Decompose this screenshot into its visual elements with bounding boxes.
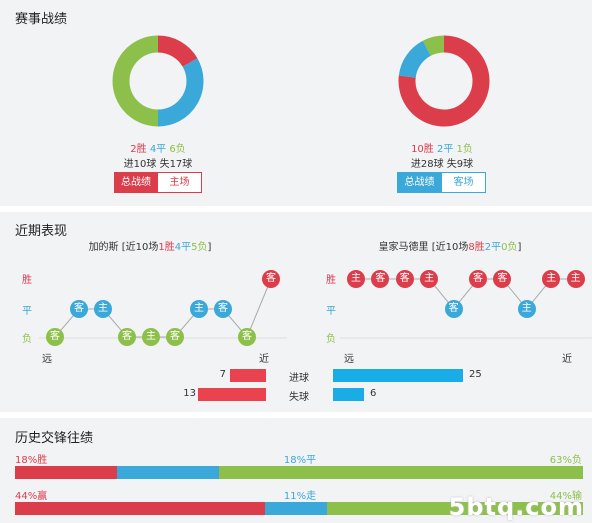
away-form-line <box>356 278 576 310</box>
away-draws: 2平 <box>436 144 454 155</box>
home-match-node[interactable]: 客 <box>118 328 136 346</box>
history-handicap-win-pct: 44%赢 <box>15 491 48 502</box>
away-recent-suffix: ] <box>517 242 522 253</box>
home-recent-draws: 4平 <box>174 242 192 253</box>
away-tab-away[interactable]: 客场 <box>441 172 486 193</box>
home-tab-overall[interactable]: 总战绩 <box>114 172 158 193</box>
history-panel: 历史交锋往绩 18%胜 18%平 63%负 44%赢 11%走 44%输 <box>0 418 592 523</box>
home-match-node[interactable]: 客 <box>238 328 256 346</box>
away-team-name: 皇家马德里 <box>378 242 429 253</box>
away-axis-far: 远 <box>344 354 354 365</box>
home-conceded-value: 13 <box>183 388 196 399</box>
away-match-node[interactable]: 客 <box>444 300 463 318</box>
home-recent-prefix: [近10场 <box>121 242 159 253</box>
home-tab-home[interactable]: 主场 <box>157 172 202 193</box>
history-wdl-segment-win <box>15 466 117 479</box>
home-goals: 进10球 失17球 <box>123 159 193 170</box>
away-donut-chart <box>398 35 490 127</box>
history-wdl-segment-draw <box>117 466 219 479</box>
away-match-node[interactable]: 客 <box>395 270 414 288</box>
home-donut-chart <box>112 35 204 127</box>
away-axis-win: 胜 <box>326 275 336 286</box>
away-recent-header: 皇家马德里 [近10场8胜2平0负] <box>350 238 550 253</box>
away-recent-losses: 0负 <box>501 242 518 253</box>
home-axis-draw: 平 <box>22 306 32 317</box>
conceded-label: 失球 <box>289 392 309 403</box>
home-draws: 4平 <box>149 144 167 155</box>
home-donut-slice-0 <box>157 35 198 68</box>
recent-title: 近期表现 <box>15 224 68 239</box>
history-title: 历史交锋往绩 <box>15 431 94 446</box>
home-team-name: 加的斯 <box>88 242 119 253</box>
history-wdl-segment-loss <box>219 466 583 479</box>
home-match-node[interactable]: 客 <box>46 328 64 346</box>
home-form-line <box>54 278 272 338</box>
record-title: 赛事战绩 <box>15 12 68 27</box>
away-wdl: 10胜 2平 1负 <box>362 140 522 155</box>
home-match-node[interactable]: 客 <box>70 300 88 318</box>
away-axis-loss: 负 <box>326 334 336 345</box>
away-match-node[interactable]: 主 <box>517 300 536 318</box>
away-match-node[interactable]: 客 <box>371 270 390 288</box>
away-match-node[interactable]: 主 <box>420 270 439 288</box>
scored-label: 进球 <box>289 373 309 384</box>
away-conceded-value: 6 <box>370 388 377 399</box>
home-match-node[interactable]: 客 <box>214 300 232 318</box>
history-handicap-loss-pct: 44%输 <box>549 491 582 502</box>
away-match-node[interactable]: 主 <box>542 270 561 288</box>
away-donut-slice-0 <box>398 35 490 127</box>
home-match-node[interactable]: 客 <box>166 328 184 346</box>
away-axis-draw: 平 <box>326 306 336 317</box>
history-handicap-push-pct: 11%走 <box>283 491 317 502</box>
away-losses: 1负 <box>456 144 473 155</box>
away-donut-slice-2 <box>422 35 445 56</box>
history-handicap-segment-loss <box>327 502 583 515</box>
away-match-node[interactable]: 主 <box>566 270 585 288</box>
away-wins: 10胜 <box>411 144 434 155</box>
away-scored-bar <box>333 369 463 382</box>
home-match-node[interactable]: 主 <box>190 300 208 318</box>
home-conceded-bar <box>198 388 266 401</box>
home-wdl: 2胜 4平 6负 <box>78 140 238 155</box>
home-scored-bar <box>230 369 266 382</box>
home-recent-losses: 5负 <box>191 242 208 253</box>
away-conceded-bar <box>333 388 364 401</box>
home-match-node[interactable]: 主 <box>142 328 160 346</box>
away-recent-wins: 8胜 <box>468 242 485 253</box>
home-recent-wins: 1胜 <box>158 242 175 253</box>
recent-form-lines <box>39 278 592 339</box>
history-draw-pct: 18%平 <box>283 455 317 466</box>
history-win-pct: 18%胜 <box>15 455 48 466</box>
home-match-node[interactable]: 客 <box>262 270 280 288</box>
home-donut-slice-2 <box>112 35 159 127</box>
away-recent-prefix: [近10场 <box>431 242 469 253</box>
away-axis-near: 近 <box>562 354 572 365</box>
watermark-logo: 5btq.com <box>448 493 584 521</box>
recent-panel: 近期表现 加的斯 [近10场1胜4平5负] 皇家马德里 [近10场8胜2平0负]… <box>0 212 592 412</box>
away-scored-value: 25 <box>469 369 482 380</box>
home-axis-loss: 负 <box>22 334 32 345</box>
home-axis-far: 远 <box>42 354 52 365</box>
away-match-node[interactable]: 主 <box>347 270 365 288</box>
home-wins: 2胜 <box>130 144 147 155</box>
home-losses: 6负 <box>169 144 186 155</box>
history-handicap-segment-draw <box>265 502 327 515</box>
home-recent-suffix: ] <box>207 242 212 253</box>
history-loss-pct: 63%负 <box>549 455 582 466</box>
home-scored-value: 7 <box>219 369 226 380</box>
away-match-node[interactable]: 客 <box>469 270 487 288</box>
home-match-node[interactable]: 主 <box>94 300 112 318</box>
home-axis-win: 胜 <box>22 275 32 286</box>
away-tab-overall[interactable]: 总战绩 <box>397 172 442 193</box>
home-axis-near: 近 <box>259 354 269 365</box>
home-recent-header: 加的斯 [近10场1胜4平5负] <box>50 238 250 253</box>
record-panel: 赛事战绩 2胜 4平 6负 进10球 失17球 10胜 2平 1负 进28球 失… <box>0 0 592 206</box>
history-handicap-segment-win <box>15 502 265 515</box>
away-goals: 进28球 失9球 <box>410 159 474 170</box>
away-recent-draws: 2平 <box>484 242 502 253</box>
away-donut-slice-1 <box>398 40 432 79</box>
home-donut-slice-1 <box>157 58 204 127</box>
away-match-node[interactable]: 客 <box>493 270 512 288</box>
